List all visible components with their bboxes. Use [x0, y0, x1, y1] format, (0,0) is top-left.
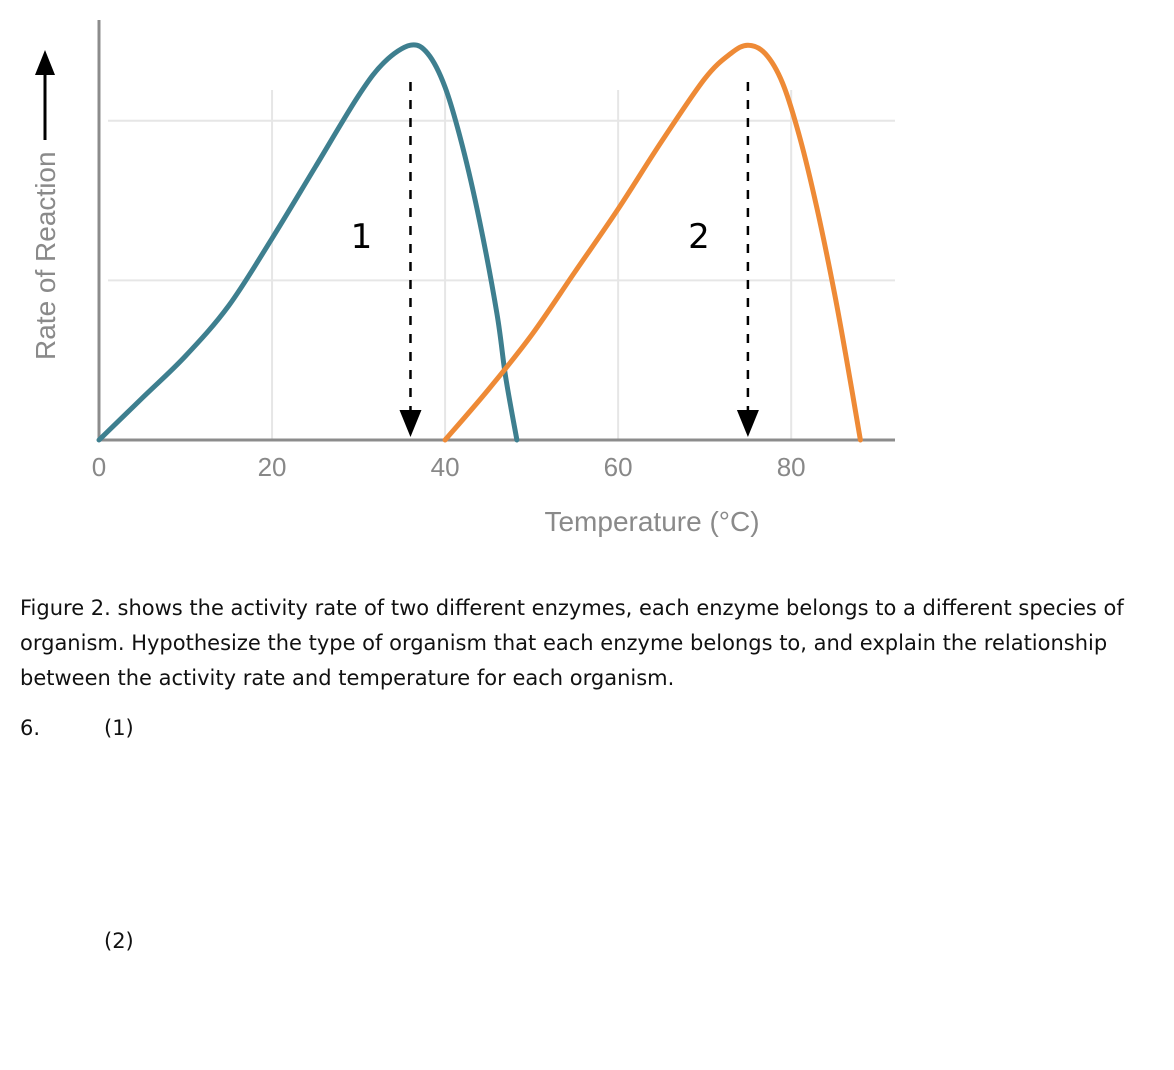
x-tick-label: 60 — [604, 452, 633, 482]
x-tick-label: 20 — [258, 452, 287, 482]
axes — [97, 20, 895, 442]
peak-markers — [399, 82, 759, 437]
x-tick-labels: 0 20 40 60 80 — [92, 452, 806, 482]
y-axis-title-group: Rate of Reaction — [30, 50, 61, 360]
enzyme-rate-chart: 0 20 40 60 80 Temperature (°C) Rate of React… — [30, 20, 895, 537]
curve-label-2: 2 — [688, 217, 710, 257]
series-line-2 — [442, 42, 863, 443]
y-axis-arrow-head — [35, 50, 55, 75]
x-tick-label: 40 — [431, 452, 460, 482]
series-layer — [96, 42, 863, 443]
peak-arrow-2 — [736, 410, 759, 437]
answer-part-1-label: (1) — [104, 716, 134, 740]
peak-arrow-1 — [399, 410, 422, 437]
answer-part-2-label: (2) — [104, 929, 134, 953]
x-tick-label: 80 — [777, 452, 806, 482]
x-axis-title: Temperature (°C) — [544, 506, 759, 537]
question-text: Figure 2. shows the activity rate of two… — [20, 596, 1124, 690]
curve-label-1: 1 — [351, 217, 373, 257]
series-line-1 — [96, 42, 520, 443]
grid-lines — [108, 90, 895, 440]
y-axis-title: Rate of Reaction — [30, 151, 61, 360]
x-tick-label: 0 — [92, 452, 106, 482]
question-number: 6. — [20, 716, 41, 740]
